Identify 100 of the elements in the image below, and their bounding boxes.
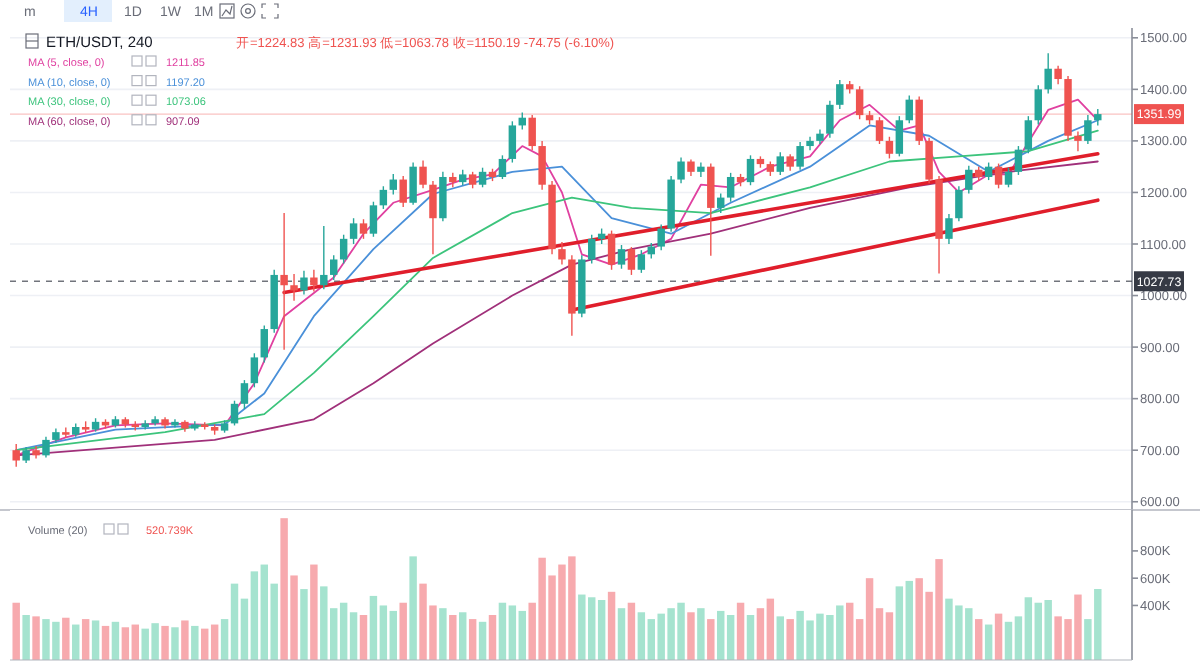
bar	[181, 620, 189, 660]
candlestick	[746, 154, 755, 186]
bar	[617, 608, 626, 660]
candlestick	[310, 269, 318, 293]
candlestick	[1054, 64, 1062, 85]
candlestick	[280, 212, 288, 351]
candlestick	[588, 234, 596, 265]
bar	[310, 564, 318, 660]
candlestick	[498, 154, 507, 180]
bar	[101, 625, 110, 660]
candlestick	[1014, 145, 1023, 176]
candlestick	[389, 173, 397, 196]
bar	[300, 589, 308, 660]
bar	[975, 619, 983, 660]
bar	[707, 619, 715, 660]
candlestick	[359, 218, 368, 240]
bar	[62, 617, 70, 660]
bar	[72, 624, 80, 660]
bar	[488, 615, 497, 660]
candlestick	[379, 185, 388, 210]
candlestick	[339, 234, 348, 265]
candlestick	[836, 79, 844, 110]
candlestick	[399, 175, 407, 208]
candlestick	[657, 223, 665, 251]
bar	[478, 621, 487, 660]
candlestick	[369, 201, 378, 238]
candlestick	[1074, 130, 1082, 152]
candlestick	[260, 324, 268, 364]
candlestick	[12, 443, 20, 468]
candlestick	[915, 95, 923, 146]
bar	[984, 624, 993, 660]
bar	[468, 619, 477, 660]
bar	[786, 619, 794, 660]
bar	[111, 621, 120, 660]
candlestick	[707, 162, 715, 257]
bar	[91, 620, 100, 660]
candlestick	[300, 270, 308, 296]
candlestick	[409, 161, 417, 206]
candlestick	[855, 85, 864, 120]
candlestick	[230, 400, 239, 427]
bar	[607, 591, 616, 660]
bar	[12, 602, 20, 660]
candlestick	[478, 167, 487, 188]
bar	[746, 615, 755, 660]
candlestick	[1084, 114, 1092, 145]
candlestick	[240, 379, 249, 410]
candlestick	[528, 114, 536, 151]
candlestick	[349, 217, 358, 245]
bar	[399, 602, 407, 660]
bar	[439, 608, 447, 660]
candlestick	[439, 171, 447, 223]
candlestick	[885, 136, 894, 160]
candlestick	[141, 419, 149, 431]
bar	[687, 612, 695, 660]
candlestick	[826, 99, 834, 139]
candlestick	[677, 156, 685, 184]
bar	[459, 612, 467, 660]
candlestick	[905, 94, 913, 125]
candlestick	[627, 246, 636, 276]
bar	[736, 602, 745, 660]
candlestick	[320, 225, 328, 291]
candlestick	[1024, 115, 1033, 154]
candlestick	[1004, 167, 1013, 188]
candlestick	[419, 159, 427, 190]
candlestick	[617, 244, 626, 270]
bar	[191, 625, 199, 660]
candlestick	[895, 115, 904, 158]
candlestick	[250, 352, 259, 389]
bar	[697, 608, 705, 660]
bar	[409, 556, 417, 660]
candlestick	[637, 249, 646, 274]
candlestick	[875, 116, 884, 145]
bar	[171, 627, 179, 660]
bar	[776, 616, 784, 660]
bar	[22, 615, 30, 660]
candlestick	[994, 162, 1003, 190]
candlestick	[538, 140, 546, 191]
candlestick	[508, 120, 517, 164]
candlestick	[726, 172, 735, 203]
bar	[81, 619, 90, 660]
candlestick	[945, 213, 953, 245]
candlestick	[697, 161, 705, 178]
candlestick	[558, 241, 566, 266]
candlestick	[330, 254, 338, 281]
bar	[627, 602, 636, 660]
candlestick	[62, 426, 70, 439]
candlestick	[717, 192, 725, 214]
candlestick	[449, 172, 457, 188]
bar	[994, 613, 1003, 660]
candlestick	[1034, 84, 1042, 126]
candlestick	[776, 151, 784, 176]
candlestick	[429, 180, 437, 256]
candlestick	[925, 137, 933, 184]
candlestick	[42, 436, 50, 459]
bar	[32, 616, 40, 660]
bar	[161, 625, 169, 660]
candlestick	[290, 273, 298, 302]
bar	[449, 615, 457, 660]
candlestick	[955, 185, 963, 223]
candlestick	[965, 164, 973, 195]
